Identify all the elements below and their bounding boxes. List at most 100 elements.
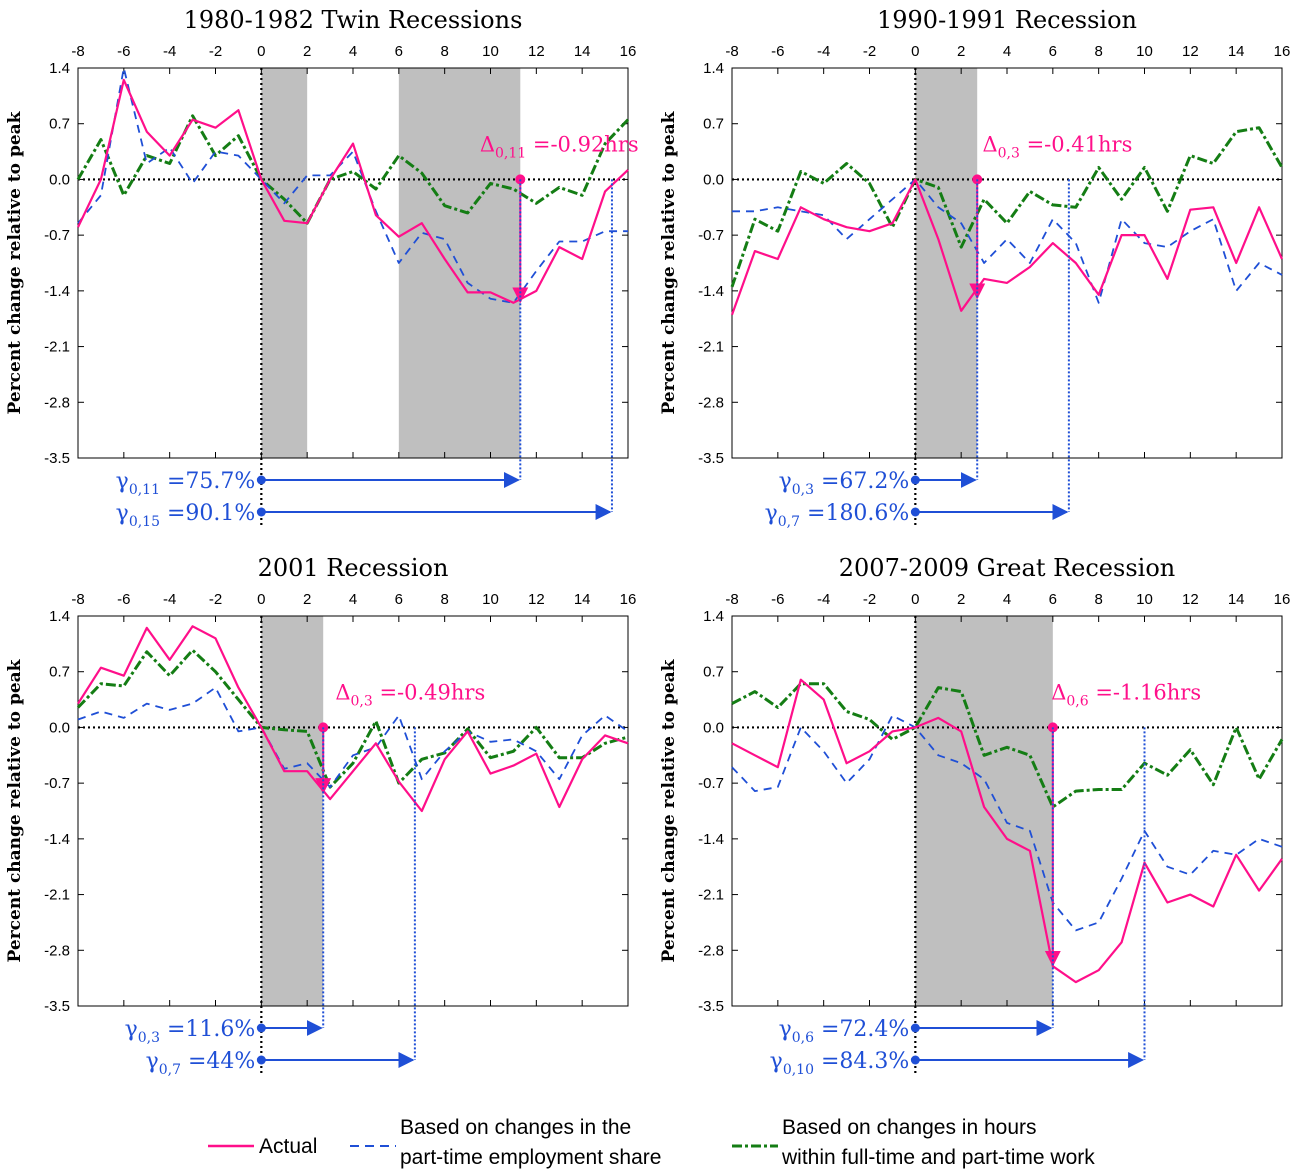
y-tick-label: -2.8 [698, 942, 724, 959]
x-tick-label: -4 [817, 591, 830, 608]
chart-title: 1980-1982 Twin Recessions [184, 6, 523, 34]
gamma-marker [910, 475, 920, 485]
x-tick-label: -8 [71, 591, 84, 608]
y-tick-label: -2.8 [698, 394, 724, 411]
x-tick-label: 10 [482, 591, 499, 608]
y-tick-label: -0.7 [44, 775, 70, 792]
x-tick-label: 2 [957, 43, 965, 60]
y-tick-label: -1.4 [44, 831, 70, 848]
y-axis-label: Percent change relative to peak [5, 658, 25, 962]
legend: Actual Based on changes in the part-time… [208, 1116, 1095, 1169]
x-tick-label: 6 [1049, 591, 1057, 608]
y-tick-label: 0.0 [703, 719, 724, 736]
y-tick-label: -2.8 [44, 942, 70, 959]
y-tick-label: -1.4 [698, 831, 724, 848]
y-tick-label: 0.0 [49, 171, 70, 188]
chart-title: 1990-1991 Recession [877, 6, 1137, 34]
series-line-actual [77, 78, 629, 304]
y-axis-label: Percent change relative to peak [659, 110, 679, 414]
series-line-actual [731, 678, 1283, 984]
panel-4: 2007-2009 Great Recession -8 -6 -4 -2 0 2 4 6 8 10… [659, 554, 1290, 1078]
x-tick-label: 2 [303, 43, 311, 60]
x-tick-label: -6 [771, 43, 784, 60]
y-tick-label: 1.4 [703, 608, 724, 625]
x-tick-label: 6 [1049, 43, 1057, 60]
y-tick-label: 0.0 [49, 719, 70, 736]
y-tick-label: 1.4 [49, 60, 70, 77]
x-tick-label: -6 [117, 591, 130, 608]
x-tick-label: 14 [1228, 591, 1245, 608]
x-tick-label: 10 [1136, 591, 1153, 608]
y-tick-label: 0.7 [703, 664, 724, 681]
y-tick-label: 0.7 [49, 664, 70, 681]
delta-label: Δ0,6 =-1.16hrs [1051, 680, 1201, 709]
x-tick-label: -4 [163, 591, 176, 608]
gamma-label: γ0,3 =67.2% [779, 469, 910, 498]
panel-3: 2001 Recession -8 -6 -4 -2 0 2 4 6 8 10 12 14 16 1.4 0.… [5, 554, 636, 1078]
gamma-marker [256, 507, 266, 517]
x-tick-label: 14 [574, 43, 591, 60]
plot-frame [731, 67, 1283, 459]
x-tick-label: 4 [349, 591, 357, 608]
y-tick-label: -2.1 [44, 339, 70, 356]
y-tick-label: -2.1 [698, 887, 724, 904]
gamma-label: γ0,15 =90.1% [116, 501, 256, 530]
x-tick-label: 16 [620, 591, 637, 608]
recession-shade [915, 616, 1053, 1006]
recession-shade [261, 616, 324, 1006]
gamma-marker [256, 1023, 266, 1033]
x-tick-label: 6 [395, 43, 403, 60]
panel-1: 1980-1982 Twin Recessions -8 -6 -4 -2 0 2 4 6 8 10… [5, 6, 639, 530]
recession-shade [261, 68, 308, 458]
series-line-hours-within [731, 682, 1284, 809]
y-tick-label: 1.4 [49, 608, 70, 625]
legend-part-time-label-line1: Based on changes in the [400, 1116, 631, 1139]
x-tick-label: 6 [395, 591, 403, 608]
x-tick-label: 0 [257, 43, 265, 60]
y-tick-label: -2.8 [44, 394, 70, 411]
gamma-marker [910, 1055, 920, 1065]
legend-actual-label: Actual [259, 1135, 317, 1158]
series-line-hours-within [76, 648, 629, 789]
series-line-part-time-share [77, 67, 628, 304]
y-tick-label: -2.1 [698, 339, 724, 356]
y-tick-label: -0.7 [698, 775, 724, 792]
x-tick-label: 8 [1094, 43, 1102, 60]
legend-hours-label-line1: Based on changes in hours [782, 1116, 1037, 1139]
x-tick-label: 16 [1274, 591, 1291, 608]
gamma-label: γ0,6 =72.4% [779, 1017, 910, 1046]
series-line-hours-within [76, 114, 630, 225]
y-tick-label: 0.0 [703, 171, 724, 188]
series-line-actual [77, 625, 629, 813]
gamma-marker [256, 475, 266, 485]
y-tick-label: -3.5 [44, 998, 70, 1015]
x-tick-label: 12 [1182, 43, 1199, 60]
y-axis-label: Percent change relative to peak [5, 110, 25, 414]
y-tick-label: -3.5 [698, 998, 724, 1015]
gamma-marker [910, 507, 920, 517]
x-tick-label: -2 [209, 43, 222, 60]
recession-shade [398, 68, 521, 458]
delta-label: Δ0,3 =-0.41hrs [982, 132, 1132, 161]
x-tick-label: -8 [725, 591, 738, 608]
x-tick-label: 10 [482, 43, 499, 60]
x-tick-label: 8 [440, 43, 448, 60]
panels-group: 1980-1982 Twin Recessions -8 -6 -4 -2 0 2 4 6 8 10… [5, 6, 1290, 1078]
y-axis-label: Percent change relative to peak [659, 658, 679, 962]
plot-frame [77, 67, 629, 459]
x-tick-label: 4 [1003, 43, 1011, 60]
y-tick-label: -0.7 [698, 227, 724, 244]
x-tick-label: 0 [911, 43, 919, 60]
x-tick-label: -2 [209, 591, 222, 608]
x-tick-label: 12 [528, 43, 545, 60]
x-tick-label: 14 [1228, 43, 1245, 60]
series-line-actual [730, 178, 1284, 316]
x-tick-label: -2 [863, 43, 876, 60]
x-tick-label: -8 [71, 43, 84, 60]
legend-part-time-label-line2: part-time employment share [400, 1146, 661, 1169]
x-tick-label: -6 [771, 591, 784, 608]
x-tick-label: 0 [911, 591, 919, 608]
x-tick-label: 12 [528, 591, 545, 608]
gamma-marker [910, 1023, 920, 1033]
